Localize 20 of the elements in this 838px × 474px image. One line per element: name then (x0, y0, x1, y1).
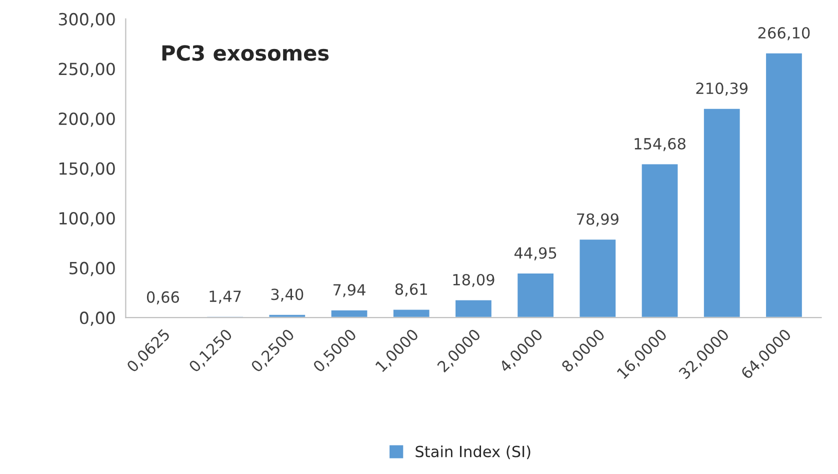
data-label: 154,68 (634, 138, 686, 152)
y-tick-label: 200,00 (58, 112, 115, 127)
data-label: 18,09 (453, 274, 494, 288)
y-tick-label: 50,00 (70, 262, 115, 276)
data-label: 1,47 (210, 290, 241, 304)
data-label: 8,61 (395, 283, 427, 296)
data-label: 7,94 (334, 284, 366, 298)
data-label: 266,10 (758, 27, 810, 40)
data-label: 3,40 (271, 288, 304, 302)
y-tick-label: 300,00 (58, 12, 115, 28)
y-tick-label: 150,00 (59, 162, 115, 177)
data-label: 0,66 (146, 291, 180, 304)
data-label: 78,99 (577, 213, 618, 226)
data-label: 44,95 (514, 247, 556, 260)
y-tick-label: 250,00 (58, 62, 115, 77)
data-label: 210,39 (696, 82, 748, 96)
y-tick-label: 0,00 (80, 312, 115, 326)
text: PC3 exosomes (162, 45, 329, 61)
legend-label: Stain Index (SI) (416, 445, 530, 460)
y-tick-label: 100,00 (59, 212, 115, 226)
